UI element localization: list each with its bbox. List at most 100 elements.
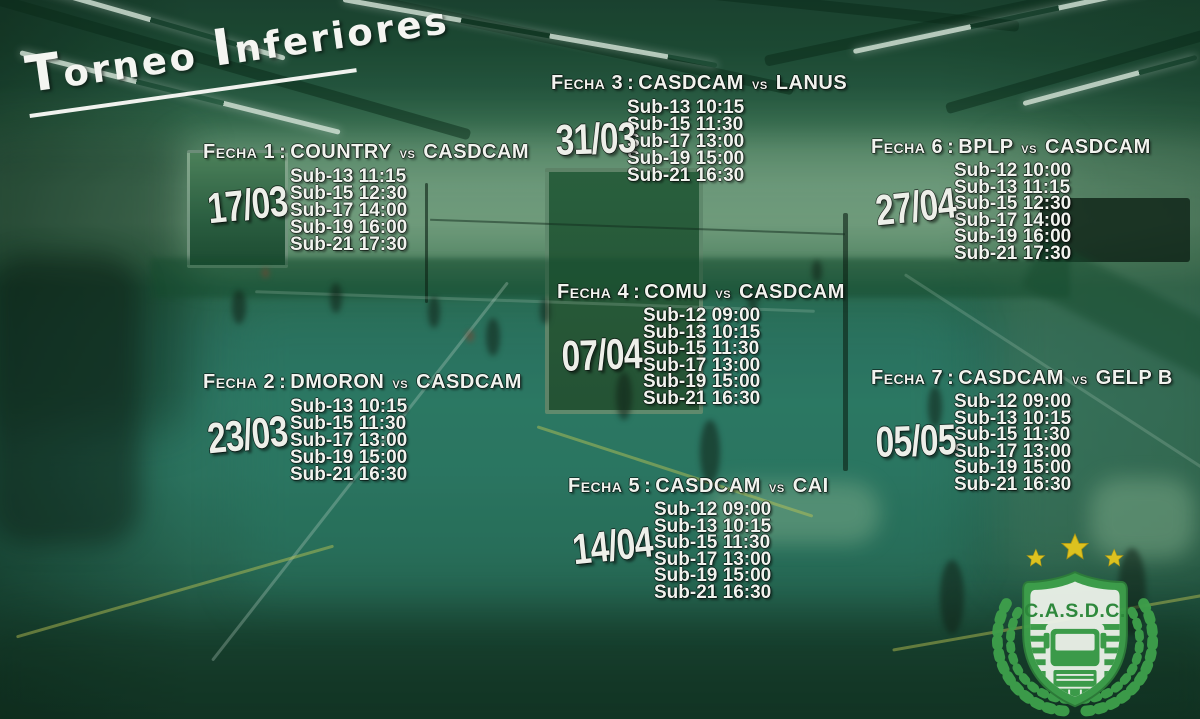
time-row: Sub-19 15:00 [643, 371, 761, 392]
times-list: Sub-12 09:00 Sub-13 10:15 Sub-15 11:30 S… [654, 499, 772, 603]
fecha-label: Fecha [557, 281, 612, 303]
times-list: Sub-12 09:00 Sub-13 10:15 Sub-15 11:30 S… [643, 305, 761, 409]
time-row: Sub-17 13:00 [290, 430, 408, 451]
fixture-separator: : [644, 475, 652, 497]
fixture-header: Fecha 3: CASDCAM vs LANUS [551, 72, 847, 95]
time-row: Sub-12 10:00 [954, 160, 1072, 181]
time-row: Sub-17 13:00 [643, 354, 761, 376]
time-row: Sub-19 15:00 [627, 148, 745, 169]
laurel-wreath-icon [991, 598, 1159, 717]
fixture-number: 3 [611, 72, 624, 94]
fixture-number: 6 [931, 136, 944, 158]
fixture-header: Fecha 6: BPLP vs CASDCAM [871, 136, 1151, 159]
away-team: CASDCAM [423, 141, 530, 163]
club-logo: C.A.S.D.C. [991, 533, 1159, 717]
time-row: Sub-17 14:00 [954, 209, 1072, 231]
fixture-separator: : [279, 141, 287, 163]
player [232, 290, 246, 324]
time-row: Sub-17 13:00 [627, 131, 745, 152]
truck-icon [1043, 623, 1107, 697]
away-team: GELP B [1095, 367, 1173, 389]
time-row: Sub-12 09:00 [643, 305, 761, 326]
time-row: Sub-15 12:30 [290, 183, 408, 204]
vs-label: vs [399, 145, 416, 162]
away-team: CASDCAM [1045, 136, 1151, 158]
times-list: Sub-12 10:00 Sub-13 11:15 Sub-15 12:30 S… [954, 160, 1072, 264]
fixture-block: Fecha 2: DMORON vs CASDCAM 23/03 Sub-13 1… [203, 371, 522, 484]
fecha-label: Fecha [871, 136, 926, 158]
time-row: Sub-13 10:15 [290, 396, 408, 417]
vs-label: vs [392, 375, 409, 392]
match-date: 05/05 [874, 416, 957, 467]
time-row: Sub-12 09:00 [654, 499, 772, 520]
home-team: CASDCAM [655, 475, 761, 497]
spectators [0, 255, 140, 545]
fixture-block: Fecha 5: CASDCAM vs CAI 14/04 Sub-12 09:0… [568, 475, 829, 601]
time-row: Sub-13 10:15 [643, 321, 761, 343]
time-row: Sub-21 17:30 [290, 234, 408, 255]
net-pole [425, 183, 428, 303]
vs-label: vs [769, 479, 785, 496]
time-row: Sub-15 11:30 [290, 413, 407, 434]
net-pole [843, 213, 848, 471]
fecha-label: Fecha [203, 141, 258, 163]
fixture-block: Fecha 4: COMU vs CASDCAM 07/04 Sub-12 09:… [557, 281, 845, 407]
time-row: Sub-19 15:00 [954, 457, 1072, 478]
fixture-block: Fecha 1: COUNTRY vs CASDCAM 17/03 Sub-13 … [203, 141, 529, 255]
vs-label: vs [1072, 371, 1088, 388]
time-row: Sub-13 11:15 [954, 176, 1071, 198]
fixture-number: 2 [263, 371, 276, 393]
match-date: 31/03 [554, 114, 637, 165]
fecha-label: Fecha [871, 367, 926, 389]
time-row: Sub-21 16:30 [954, 473, 1072, 495]
club-crest-shield: C.A.S.D.C. [1022, 571, 1128, 708]
window [1090, 478, 1195, 558]
time-row: Sub-19 15:00 [290, 447, 408, 468]
fixture-block: Fecha 3: CASDCAM vs LANUS 31/03 Sub-13 10… [551, 72, 847, 186]
away-team: CAI [792, 475, 829, 497]
time-row: Sub-13 10:15 [954, 407, 1072, 429]
fixture-block: Fecha 7: CASDCAM vs GELP B 05/05 Sub-12 0… [871, 367, 1173, 493]
home-team: COMU [644, 281, 708, 303]
match-date: 17/03 [205, 177, 290, 234]
away-team: CASDCAM [739, 281, 845, 303]
time-row: Sub-21 17:30 [954, 242, 1072, 264]
home-team: COUNTRY [290, 141, 392, 163]
time-row: Sub-21 16:30 [627, 165, 745, 186]
time-row: Sub-15 12:30 [954, 193, 1072, 214]
time-row: Sub-15 11:30 [643, 338, 760, 359]
match-date: 27/04 [873, 179, 958, 236]
fecha-label: Fecha [551, 72, 606, 94]
club-initials: C.A.S.D.C. [1024, 600, 1126, 622]
fixture-header: Fecha 1: COUNTRY vs CASDCAM [203, 141, 529, 164]
time-row: Sub-17 14:00 [290, 200, 408, 221]
away-team: CASDCAM [416, 371, 522, 393]
fixture-header: Fecha 5: CASDCAM vs CAI [568, 475, 829, 498]
vs-label: vs [715, 285, 732, 302]
fixture-header: Fecha 7: CASDCAM vs GELP B [871, 367, 1173, 390]
fecha-label: Fecha [568, 475, 623, 497]
fixture-number: 7 [931, 367, 944, 389]
time-row: Sub-13 10:15 [654, 515, 772, 537]
fecha-label: Fecha [203, 371, 258, 393]
vs-label: vs [1021, 140, 1037, 157]
time-row: Sub-19 16:00 [290, 217, 408, 238]
fixture-separator: : [947, 367, 955, 389]
vs-label: vs [752, 76, 768, 93]
fixture-number: 4 [617, 281, 630, 303]
fixture-separator: : [627, 72, 635, 94]
home-team: DMORON [290, 371, 385, 393]
home-team: CASDCAM [638, 72, 744, 94]
time-row: Sub-17 13:00 [954, 440, 1072, 462]
time-row: Sub-19 16:00 [954, 226, 1072, 247]
times-list: Sub-13 11:15 Sub-15 12:30 Sub-17 14:00 S… [290, 167, 408, 255]
time-row: Sub-21 16:30 [643, 387, 761, 409]
time-row: Sub-21 16:30 [654, 581, 772, 603]
time-row: Sub-13 10:15 [627, 97, 745, 118]
time-row: Sub-12 09:00 [954, 391, 1072, 412]
match-date: 23/03 [205, 407, 290, 464]
time-row: Sub-15 11:30 [954, 424, 1071, 445]
match-date: 14/04 [570, 518, 655, 575]
star-icon [1026, 533, 1124, 567]
